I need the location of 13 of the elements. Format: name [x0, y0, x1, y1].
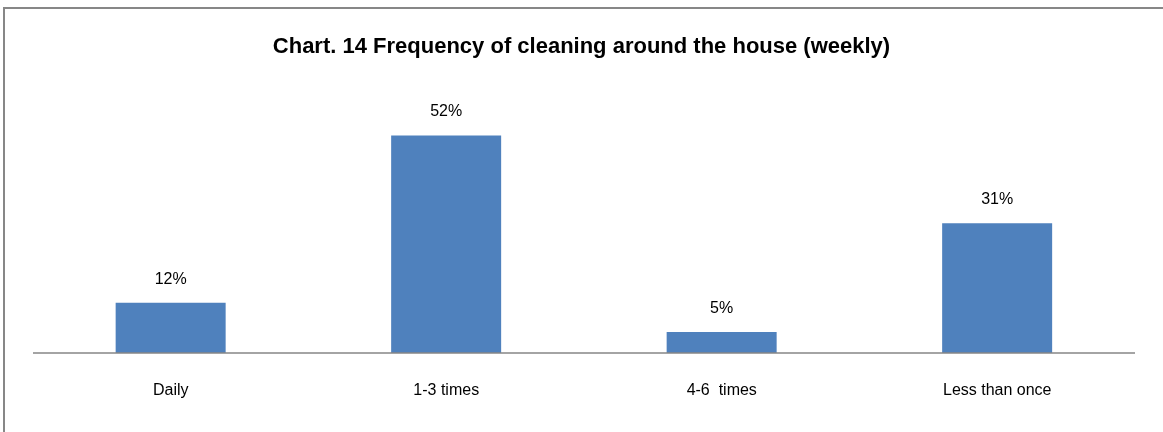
data-label: 5%	[710, 299, 734, 317]
x-tick-label: 4-6 times	[686, 381, 757, 398]
bar	[391, 135, 502, 353]
x-tick-label: Less than once	[942, 381, 1052, 398]
chart-title: Chart. 14 Frequency of cleaning around the house (weekly)	[271, 33, 892, 59]
data-label: 52%	[430, 102, 463, 120]
data-label: 31%	[981, 190, 1014, 208]
data-label: 12%	[154, 269, 187, 287]
x-tick-label: Daily	[152, 381, 189, 398]
bar	[942, 223, 1053, 353]
bar	[115, 302, 226, 353]
bar	[666, 332, 777, 353]
x-tick-label: 1-3 times	[413, 381, 480, 398]
